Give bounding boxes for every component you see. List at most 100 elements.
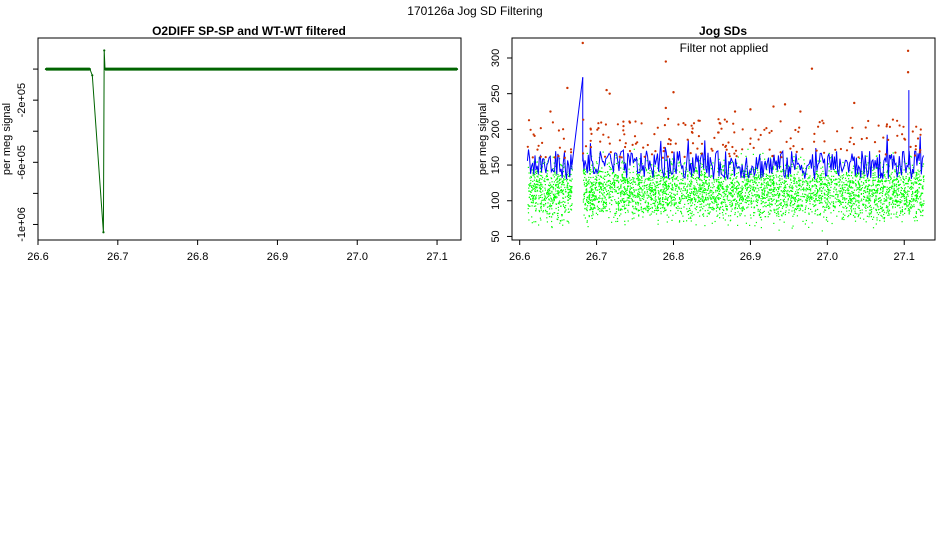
green-point — [537, 203, 539, 205]
green-point — [759, 211, 761, 213]
green-point — [797, 204, 799, 206]
green-point — [675, 187, 677, 190]
green-point — [700, 166, 703, 168]
green-point — [722, 196, 725, 198]
green-point — [911, 164, 913, 166]
left-x-axis: 26.6 26.7 26.8 26.9 27.0 27.1 — [27, 239, 448, 263]
green-point — [598, 200, 600, 203]
green-point — [586, 199, 588, 201]
red-point — [677, 123, 680, 126]
green-point — [662, 175, 664, 177]
green-point — [535, 205, 537, 207]
green-point — [592, 214, 594, 216]
green-point — [773, 222, 775, 224]
red-point — [757, 138, 760, 141]
green-point — [802, 193, 804, 195]
green-point — [724, 178, 726, 180]
green-point — [796, 215, 798, 217]
red-point — [569, 148, 573, 151]
green-point — [555, 195, 557, 197]
left-series-point — [91, 74, 94, 77]
green-point — [797, 192, 800, 194]
green-point — [716, 181, 718, 183]
green-point — [670, 196, 672, 198]
green-point — [641, 195, 643, 197]
green-point — [682, 198, 684, 200]
green-point — [707, 209, 709, 211]
green-point — [659, 183, 661, 185]
green-point — [535, 194, 537, 196]
green-point — [729, 184, 731, 186]
green-point — [816, 181, 818, 183]
green-point — [697, 177, 699, 179]
green-point — [635, 195, 637, 197]
green-point — [597, 207, 599, 209]
green-point — [699, 188, 702, 191]
green-point — [722, 188, 724, 190]
green-point — [713, 179, 715, 181]
green-point — [723, 165, 725, 167]
green-point — [626, 199, 628, 201]
green-point — [888, 209, 891, 211]
green-point — [876, 192, 878, 194]
green-point — [708, 197, 710, 199]
green-point — [784, 186, 786, 188]
green-point — [736, 207, 738, 209]
green-point — [868, 202, 870, 204]
green-point — [678, 202, 680, 204]
green-point — [729, 177, 731, 179]
green-point — [820, 179, 822, 181]
green-point — [821, 172, 823, 175]
green-point — [769, 180, 771, 182]
green-point — [861, 200, 863, 202]
green-point — [609, 211, 611, 213]
green-point — [623, 180, 625, 182]
green-point — [712, 206, 714, 208]
green-point — [878, 208, 880, 210]
green-point — [678, 197, 681, 199]
green-point — [553, 212, 555, 214]
green-point — [904, 202, 906, 204]
green-point — [784, 181, 786, 183]
green-point — [611, 186, 613, 188]
green-point — [708, 207, 710, 209]
green-point — [868, 193, 870, 195]
green-point — [837, 195, 839, 197]
green-point — [808, 213, 810, 215]
green-point — [821, 190, 823, 192]
green-point — [647, 201, 649, 204]
green-point — [701, 163, 703, 166]
green-point — [673, 175, 675, 177]
red-point — [719, 122, 722, 125]
green-point — [651, 176, 653, 178]
green-point — [897, 181, 899, 183]
green-point — [875, 184, 877, 186]
green-point — [655, 213, 658, 215]
green-point — [781, 178, 783, 180]
green-point — [741, 197, 743, 199]
green-point — [793, 180, 795, 182]
red-point — [616, 123, 620, 126]
green-point — [765, 201, 767, 203]
green-point — [621, 162, 623, 164]
green-point — [918, 187, 920, 189]
green-point — [913, 206, 915, 208]
green-point — [558, 203, 560, 205]
green-point — [719, 208, 721, 210]
green-point — [644, 180, 646, 182]
green-point — [866, 195, 868, 197]
green-point — [648, 178, 650, 180]
right-x-tick-label: 27.1 — [894, 251, 915, 263]
green-point — [618, 182, 620, 184]
right-y-tick-label: 100 — [490, 192, 502, 210]
green-point — [666, 188, 668, 190]
green-point — [592, 192, 594, 194]
red-point — [919, 133, 922, 136]
green-point — [604, 202, 606, 204]
green-point — [538, 187, 540, 189]
green-point — [535, 187, 537, 189]
left-series-point — [156, 67, 159, 71]
green-point — [773, 185, 775, 187]
green-point — [850, 205, 852, 207]
green-point — [764, 190, 766, 192]
